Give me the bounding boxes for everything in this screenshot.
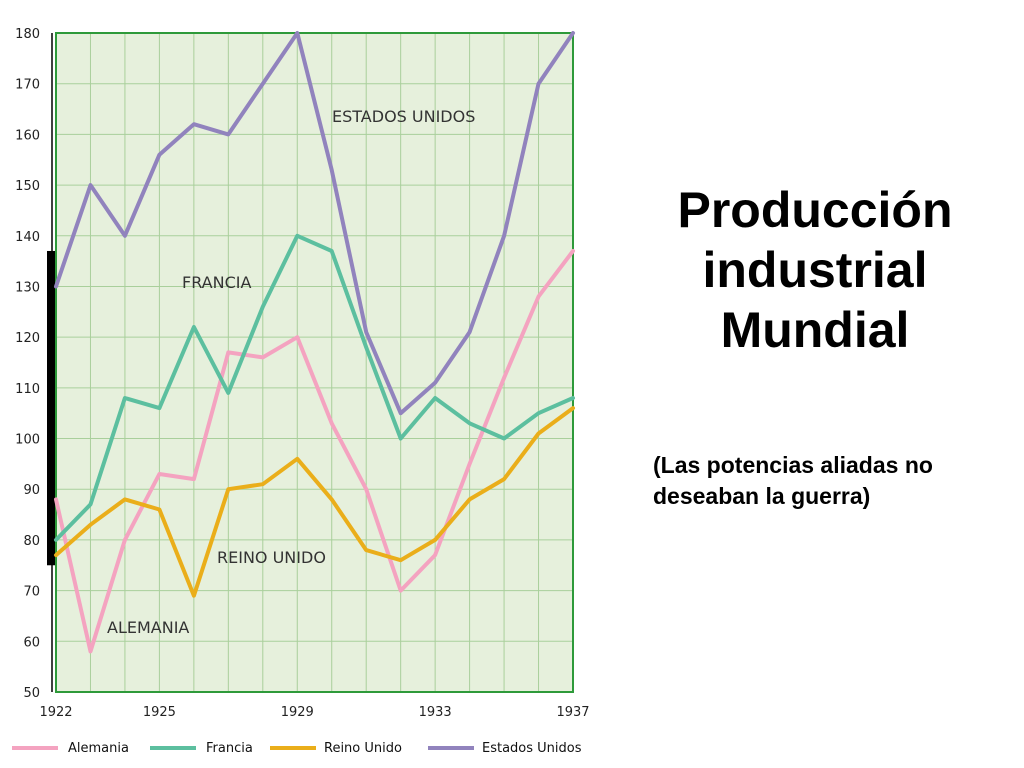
legend-label-francia: Francia xyxy=(206,741,253,756)
y-tick-labels: 50 60 70 80 90 100 110 120 130 140 150 160 170 180 xyxy=(15,27,40,701)
y-tick-label: 80 xyxy=(23,534,40,549)
page-subtitle: (Las potencias aliadas no deseaban la gu… xyxy=(653,452,933,509)
y-tick-label: 70 xyxy=(23,585,40,600)
series-line-alemania xyxy=(54,249,575,654)
x-tick-label: 1933 xyxy=(419,705,452,720)
line-chart: 50 60 70 80 90 100 110 120 130 140 150 160 170 180 19… xyxy=(12,27,590,756)
y-tick-label: 50 xyxy=(23,686,40,701)
series-lines xyxy=(51,31,575,692)
vertical-gridlines xyxy=(55,33,574,692)
series-label-estados-unidos: ESTADOS UNIDOS xyxy=(332,107,475,126)
y-tick-label: 140 xyxy=(15,230,40,245)
series-line-reino-unido xyxy=(54,406,575,598)
legend: Alemania Francia Reino Unido Estados Uni… xyxy=(12,741,582,756)
x-tick-label: 1929 xyxy=(281,705,314,720)
series-line-francia xyxy=(54,233,575,542)
y-tick-label: 180 xyxy=(15,27,40,42)
y-tick-label: 60 xyxy=(23,635,40,650)
y-tick-label: 120 xyxy=(15,331,40,346)
series-label-reino-unido: REINO UNIDO xyxy=(217,548,326,567)
x-tick-label: 1922 xyxy=(39,705,72,720)
x-tick-label: 1925 xyxy=(143,705,176,720)
plot-border xyxy=(55,32,574,693)
legend-label-estados-unidos: Estados Unidos xyxy=(482,741,582,756)
series-line-estados-unidos xyxy=(54,31,575,416)
y-tick-label: 160 xyxy=(15,128,40,143)
x-tick-label: 1937 xyxy=(556,705,589,720)
y-axis-bar xyxy=(47,250,55,566)
y-tick-label: 150 xyxy=(15,179,40,194)
legend-label-alemania: Alemania xyxy=(68,741,129,756)
series-label-alemania: ALEMANIA xyxy=(107,618,189,637)
plot-background xyxy=(56,33,573,692)
page-title: Producción industrial Mundial xyxy=(677,182,953,358)
x-tick-labels: 1922 1925 1929 1933 1937 xyxy=(39,705,589,720)
y-tick-label: 100 xyxy=(15,433,40,448)
y-tick-label: 90 xyxy=(23,483,40,498)
y-tick-label: 170 xyxy=(15,78,40,93)
series-label-francia: FRANCIA xyxy=(182,273,251,292)
legend-label-reino-unido: Reino Unido xyxy=(324,741,402,756)
y-tick-label: 110 xyxy=(15,382,40,397)
y-tick-label: 130 xyxy=(15,280,40,295)
